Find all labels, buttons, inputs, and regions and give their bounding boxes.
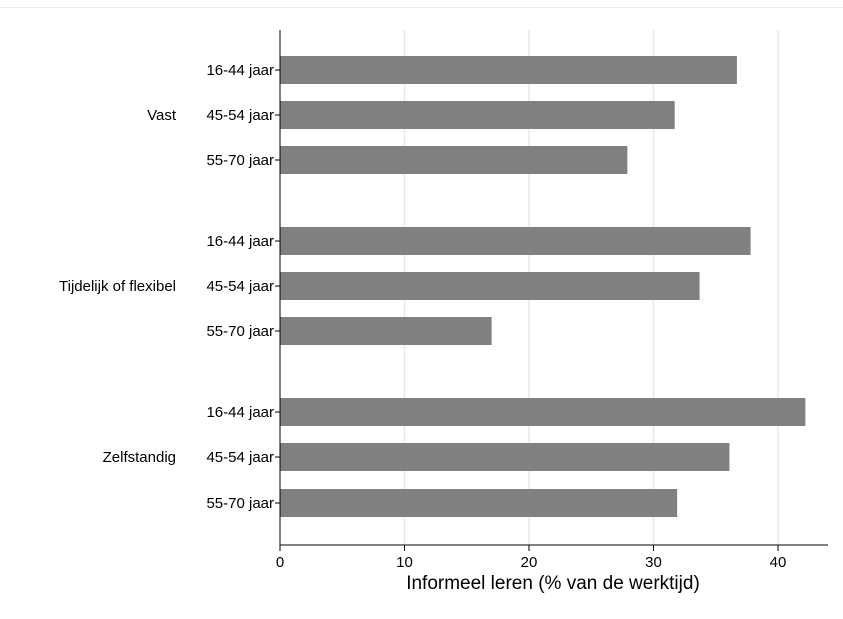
category-label: 55-70 jaar (206, 495, 274, 512)
category-label: 45-54 jaar (206, 107, 274, 124)
top-divider (0, 7, 843, 8)
x-tick-label: 0 (276, 554, 284, 571)
bar (280, 56, 737, 84)
x-axis-title: Informeel leren (% van de werktijd) (406, 573, 700, 594)
category-label: 16-44 jaar (206, 404, 274, 421)
x-tick-label: 20 (521, 554, 538, 571)
bar (280, 101, 675, 129)
bar (280, 489, 678, 517)
bar (280, 272, 700, 300)
category-label: 45-54 jaar (206, 449, 274, 466)
category-label: 16-44 jaar (206, 233, 274, 250)
bar (280, 398, 806, 426)
group-label: Zelfstandig (103, 449, 176, 466)
bar (280, 317, 492, 345)
group-label: Vast (147, 107, 177, 124)
category-label: 55-70 jaar (206, 323, 274, 340)
bar (280, 443, 730, 471)
x-tick-label: 40 (770, 554, 787, 571)
category-label: 16-44 jaar (206, 62, 274, 79)
category-label: 45-54 jaar (206, 278, 274, 295)
x-tick-label: 30 (645, 554, 662, 571)
x-tick-label: 10 (396, 554, 413, 571)
bar (280, 146, 628, 174)
category-label: 55-70 jaar (206, 152, 274, 169)
group-label: Tijdelijk of flexibel (59, 278, 176, 295)
bar (280, 227, 751, 255)
